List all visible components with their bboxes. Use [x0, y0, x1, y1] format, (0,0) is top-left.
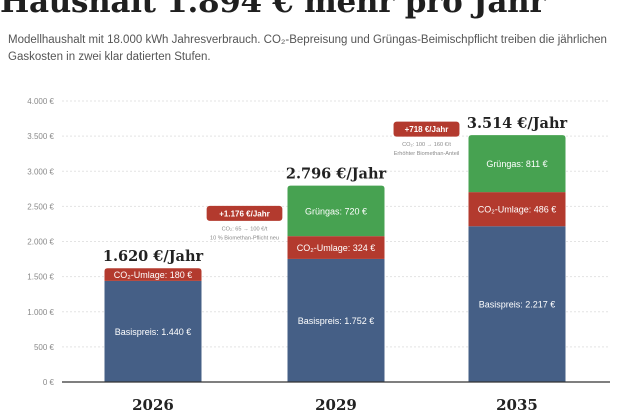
y-tick-label: 2.000 €	[27, 238, 54, 247]
step-badge	[206, 205, 283, 221]
y-tick-label: 4.000 €	[27, 97, 54, 106]
bar-segment-basis	[104, 280, 202, 382]
bar-segment-co2	[104, 268, 202, 281]
x-tick-label: 2029	[315, 396, 357, 414]
data-label: CO₂-Umlage: 486 €	[478, 205, 557, 215]
bar-segment-co2	[468, 192, 566, 227]
y-tick-label: 2.500 €	[27, 202, 54, 211]
bar-segment-gruen	[468, 135, 566, 193]
data-label: Basispreis: 1.440 €	[115, 327, 192, 337]
bar-segment-basis	[468, 226, 566, 382]
page-title: Haushalt 1.894 € mehr pro Jahr	[0, 0, 546, 20]
y-tick-label: 500 €	[34, 343, 55, 352]
y-tick-label: 3.000 €	[27, 167, 54, 176]
x-tick-label: 2035	[496, 396, 538, 414]
bar-segment-basis	[287, 258, 385, 382]
y-tick-label: 0 €	[43, 378, 55, 387]
y-tick-label: 1.000 €	[27, 308, 54, 317]
step-note: 10 % Biomethan-Pflicht neu	[210, 235, 279, 241]
step-note: CO₂: 65 → 100 €/t	[222, 226, 268, 232]
total-label: 2.796 €/Jahr	[286, 166, 387, 183]
step-note: CO₂: 100 → 160 €/t	[402, 142, 451, 148]
data-label: Basispreis: 2.217 €	[479, 300, 556, 310]
bar-segment-gruen	[287, 185, 385, 237]
data-label: CO₂-Umlage: 324 €	[297, 243, 376, 253]
y-tick-label: 3.500 €	[27, 132, 54, 141]
total-label: 1.620 €/Jahr	[103, 248, 204, 265]
step-note: Erhöhter Biomethan-Anteil	[394, 151, 460, 157]
data-label: Basispreis: 1.752 €	[298, 316, 375, 326]
step-badge	[393, 121, 460, 137]
data-label: Grüngas: 811 €	[486, 159, 547, 169]
bar-segment-co2	[287, 236, 385, 259]
total-label: 3.514 €/Jahr	[467, 115, 568, 132]
x-tick-label: 2026	[132, 396, 174, 414]
step-badge-label: +718 €/Jahr	[405, 125, 449, 134]
data-label: Grüngas: 720 €	[305, 206, 367, 216]
y-tick-label: 1.500 €	[27, 273, 54, 282]
step-badge-label: +1.176 €/Jahr	[219, 209, 269, 218]
page-subtitle: Modellhaushalt mit 18.000 kWh Jahresverb…	[8, 34, 607, 63]
data-label: CO₂-Umlage: 180 €	[114, 270, 193, 280]
